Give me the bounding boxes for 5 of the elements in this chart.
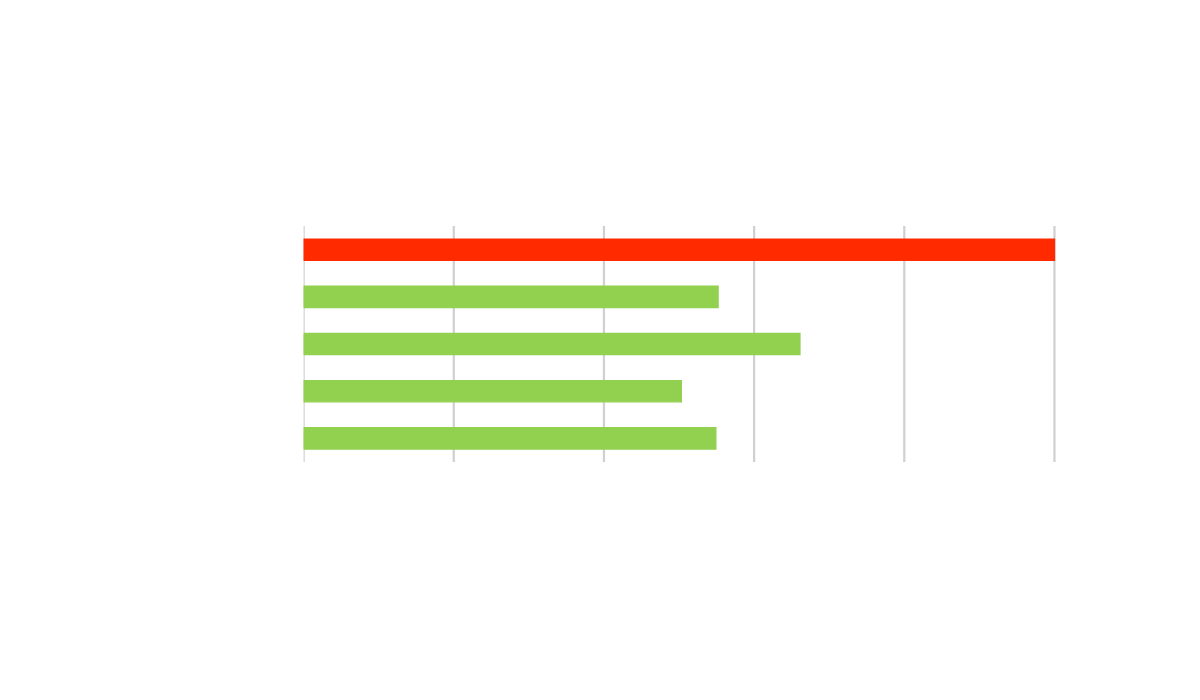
bar — [303, 379, 682, 403]
bar — [303, 427, 717, 450]
bar — [303, 332, 801, 356]
bar — [303, 238, 1056, 262]
bar — [303, 285, 719, 309]
